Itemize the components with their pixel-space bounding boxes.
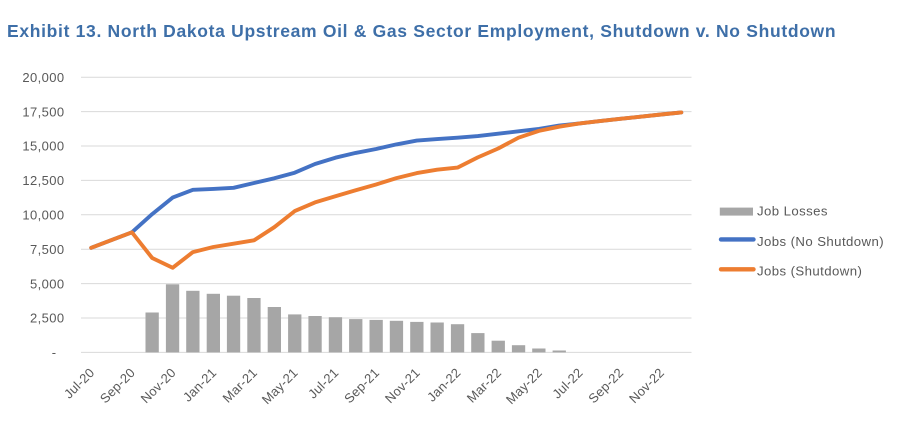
svg-text:10,000: 10,000 <box>22 208 64 223</box>
svg-text:2,500: 2,500 <box>30 311 65 326</box>
svg-text:20,000: 20,000 <box>22 70 64 85</box>
svg-text:Job Losses: Job Losses <box>757 204 828 219</box>
svg-text:17,500: 17,500 <box>22 104 64 119</box>
svg-text:Exhibit 13. North Dakota Upstr: Exhibit 13. North Dakota Upstream Oil & … <box>7 21 836 41</box>
svg-text:Jobs (No Shutdown): Jobs (No Shutdown) <box>757 234 884 249</box>
svg-text:15,000: 15,000 <box>22 139 64 154</box>
svg-text:-: - <box>52 345 57 360</box>
svg-text:12,500: 12,500 <box>22 173 64 188</box>
svg-text:7,500: 7,500 <box>30 242 65 257</box>
svg-text:Jobs (Shutdown): Jobs (Shutdown) <box>757 264 862 279</box>
svg-text:5,000: 5,000 <box>30 276 65 291</box>
